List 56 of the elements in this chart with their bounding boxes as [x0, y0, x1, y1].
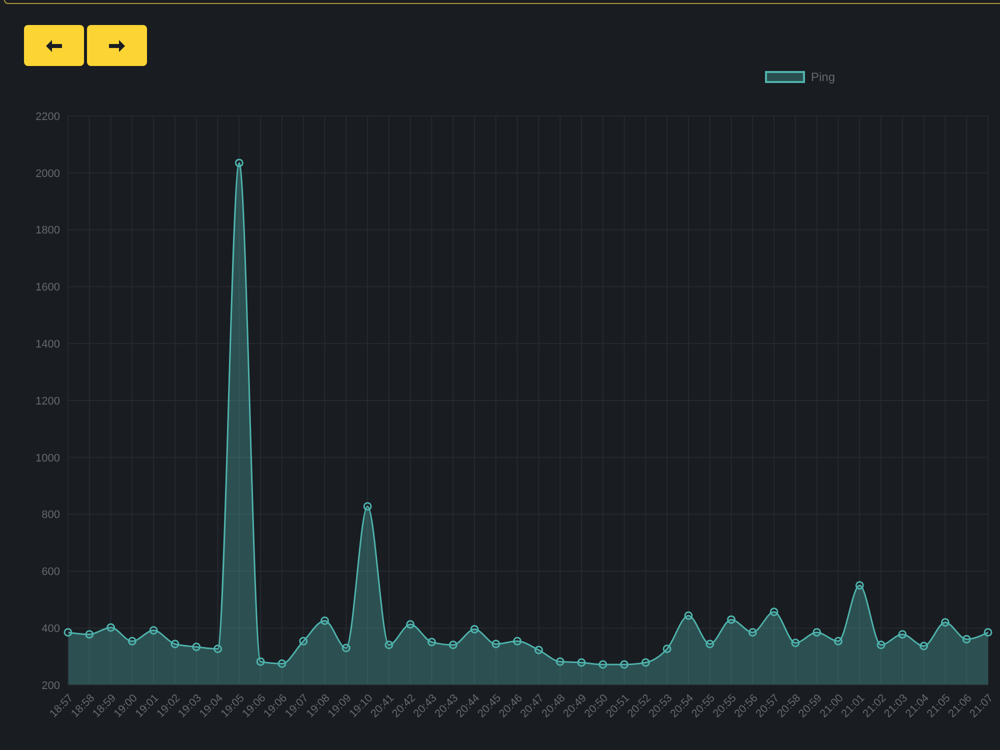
point: [662, 644, 672, 654]
y-tick-label: 1000: [36, 452, 60, 464]
point: [556, 657, 564, 666]
point: [363, 502, 372, 511]
point: [727, 615, 736, 624]
point: [770, 608, 778, 616]
point: [128, 636, 136, 646]
point: [684, 611, 693, 620]
point: [577, 658, 586, 667]
point: [64, 628, 72, 637]
legend-label: Ping: [810, 70, 836, 84]
point: [641, 658, 650, 667]
y-tick-label: 1400: [36, 338, 60, 351]
point: [898, 630, 907, 639]
point: [85, 630, 94, 639]
point: [256, 657, 265, 666]
point: [812, 628, 822, 637]
y-tick-label: 1600: [36, 282, 60, 294]
point: [706, 640, 714, 648]
y-tick-label: 400: [42, 623, 60, 636]
point: [192, 642, 201, 652]
point: [834, 636, 842, 646]
point: [106, 623, 116, 632]
y-tick-label: 1800: [36, 224, 60, 237]
point: [384, 640, 394, 650]
point: [448, 640, 458, 650]
point: [342, 644, 350, 652]
point: [492, 640, 500, 648]
point: [299, 636, 308, 646]
y-tick-label: 2200: [36, 110, 60, 123]
point: [513, 636, 522, 646]
point: [920, 642, 928, 650]
point: [406, 620, 415, 629]
y-tick-label: 600: [42, 566, 60, 578]
point: [214, 644, 222, 654]
point: [962, 634, 971, 644]
point: [876, 640, 886, 650]
y-tick-label: 1200: [36, 395, 60, 408]
point: [234, 158, 244, 168]
point: [791, 638, 800, 648]
point: [598, 660, 608, 669]
point: [149, 626, 158, 635]
point: [278, 659, 286, 668]
y-tick-label: 800: [42, 509, 60, 522]
point: [940, 618, 950, 627]
y-tick-label: 2000: [36, 168, 60, 180]
point: [620, 660, 629, 669]
point: [534, 646, 543, 654]
point: [427, 638, 436, 646]
point: [984, 628, 992, 637]
point: [170, 640, 180, 648]
point: [748, 628, 757, 637]
y-tick-label: 200: [42, 680, 60, 692]
point: [855, 581, 864, 590]
point: [470, 624, 479, 634]
point: [320, 616, 329, 625]
